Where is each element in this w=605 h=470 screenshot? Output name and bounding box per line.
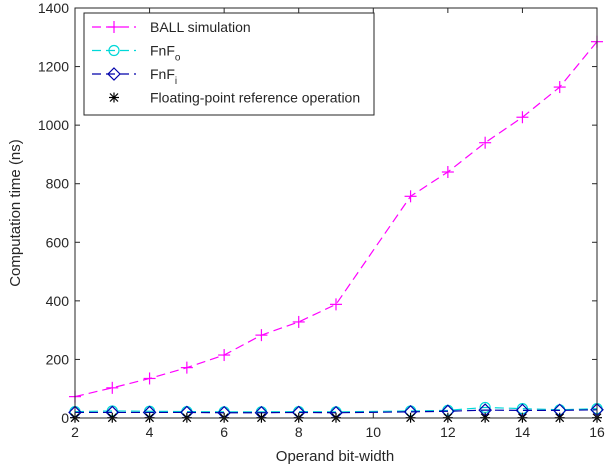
data-point (516, 111, 529, 124)
legend-subscript: i (175, 76, 177, 87)
y-tick-label: 400 (46, 293, 70, 309)
legend-box (83, 12, 375, 116)
data-point (479, 136, 492, 149)
data-point (441, 166, 454, 178)
legend-item-0: BALL simulation (92, 19, 251, 35)
y-tick-label: 1000 (38, 117, 69, 133)
data-point (292, 315, 305, 328)
y-tick-label: 600 (46, 234, 70, 250)
legend-label: BALL simulation (150, 19, 251, 35)
series-line (74, 41, 598, 398)
series-line (74, 406, 598, 413)
legend-label: FnFi (150, 66, 177, 87)
x-tick-label: 12 (440, 424, 456, 440)
y-tick-label: 1200 (38, 59, 69, 75)
legend-marker (107, 67, 121, 81)
legend-item-3: Floating-point reference operation (109, 90, 360, 106)
legend-subscript: o (175, 53, 181, 64)
data-point (553, 81, 566, 94)
x-tick-label: 4 (146, 424, 154, 440)
x-axis-label: Operand bit-width (276, 448, 394, 465)
axes: 2 4 6 8 10 12 14 16 0 200 400 600 800 1000 1200 1400 (38, 0, 605, 440)
legend-marker (108, 21, 120, 33)
data-point (330, 298, 342, 311)
data-point (404, 190, 417, 203)
y-axis-label: Computation time (ns) (7, 139, 24, 287)
legend-marker (108, 44, 120, 57)
y-tick-label: 800 (46, 176, 70, 192)
legend-item-1: FnFo (92, 43, 181, 64)
data-point (106, 381, 119, 394)
y-tick-label: 1400 (38, 0, 69, 16)
y-tick-label: 200 (46, 351, 70, 367)
legend-label: FnFo (150, 43, 181, 64)
x-tick-label: 10 (365, 424, 381, 440)
legend-marker (109, 92, 119, 103)
x-tick-label: 16 (589, 424, 605, 440)
x-tick-label: 8 (295, 424, 303, 440)
legend-label: Floating-point reference operation (150, 90, 360, 106)
x-tick-label: 6 (220, 424, 228, 440)
data-point (218, 349, 231, 362)
data-point (143, 372, 156, 385)
x-tick-label: 14 (515, 424, 531, 440)
x-tick-label: 2 (71, 424, 79, 440)
axes-box (74, 7, 598, 419)
legend-item-2: FnFi (92, 66, 177, 87)
data-point (479, 401, 491, 414)
y-tick-label: 0 (61, 410, 69, 426)
data-point (255, 329, 268, 342)
data-point (180, 361, 193, 374)
